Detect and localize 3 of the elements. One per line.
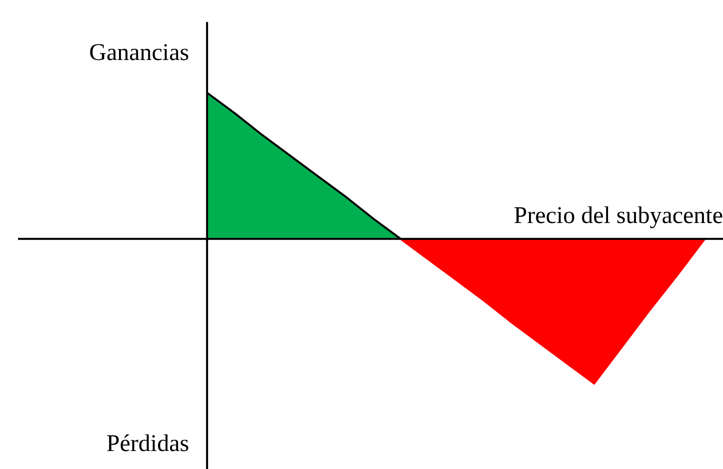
- text: Ganancias: [89, 40, 190, 66]
- text: Pérdidas: [106, 431, 190, 457]
- x-axis-title: Precio del subyacente: [514, 202, 723, 229]
